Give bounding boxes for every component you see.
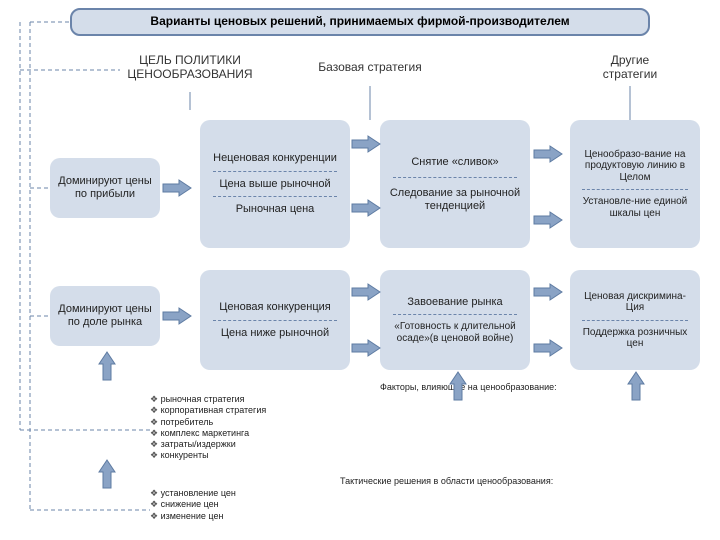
mid-block-1: Неценовая конкуренции Цена выше рыночной… xyxy=(200,120,350,248)
node-share: Доминируют цены по доле рынка xyxy=(50,286,160,346)
mid-nonprice: Неценовая конкуренции xyxy=(213,149,337,168)
title-bar: Варианты ценовых решений, принимаемых фи… xyxy=(70,8,650,36)
tactics-title: Тактические решения в области ценообразо… xyxy=(340,476,553,486)
r1-conquer: Завоевание рынка xyxy=(407,293,502,312)
node-share-text: Доминируют цены по доле рынка xyxy=(56,303,154,328)
node-profit: Доминируют цены по прибыли xyxy=(50,158,160,218)
header-goal-text: ЦЕЛЬ ПОЛИТИКИ ЦЕНООБРАЗОВАНИЯ xyxy=(126,54,254,82)
divider xyxy=(213,196,337,197)
factor-item: рыночная стратегия xyxy=(150,394,266,405)
r1-block-2: Завоевание рынка «Готовность к длительно… xyxy=(380,270,530,370)
mid-market: Рыночная цена xyxy=(236,200,315,219)
header-base: Базовая стратегия xyxy=(310,50,430,86)
divider xyxy=(213,171,337,172)
factors-list: рыночная стратегия корпоративная стратег… xyxy=(150,394,266,462)
tactic-item: снижение цен xyxy=(150,499,236,510)
r1-siege: «Готовность к длительной осаде»(в ценово… xyxy=(386,318,524,347)
title-text: Варианты ценовых решений, принимаемых фи… xyxy=(150,15,569,29)
divider xyxy=(213,320,337,321)
factor-item: затраты/издержки xyxy=(150,439,266,450)
factors-title: Факторы, влияющие на ценообразование: xyxy=(380,382,557,392)
r2-block-1: Ценообразо-вание на продуктовую линию в … xyxy=(570,120,700,248)
header-base-text: Базовая стратегия xyxy=(318,61,421,75)
divider xyxy=(582,320,688,321)
divider xyxy=(582,189,688,190)
factor-item: корпоративная стратегия xyxy=(150,405,266,416)
mid-pricecomp: Ценовая конкуренция xyxy=(219,298,330,317)
header-other-text: Другие стратегии xyxy=(586,54,674,82)
r2-block-2: Ценовая дискримина-Ция Поддержка розничн… xyxy=(570,270,700,370)
tactic-item: изменение цен xyxy=(150,511,236,522)
factor-item: конкуренты xyxy=(150,450,266,461)
r1-follow: Следование за рыночной тенденцией xyxy=(386,181,524,218)
r2-retail: Поддержка розничных цен xyxy=(576,324,694,353)
header-other: Другие стратегии xyxy=(580,50,680,86)
header-goal: ЦЕЛЬ ПОЛИТИКИ ЦЕНООБРАЗОВАНИЯ xyxy=(120,44,260,92)
mid-block-2: Ценовая конкуренция Цена ниже рыночной xyxy=(200,270,350,370)
divider xyxy=(393,314,517,315)
tactics-list: установление цен снижение цен изменение … xyxy=(150,488,236,522)
node-profit-text: Доминируют цены по прибыли xyxy=(56,175,154,200)
factor-item: комплекс маркетинга xyxy=(150,428,266,439)
factor-item: потребитель xyxy=(150,417,266,428)
r2-scale: Установле-ние единой шкалы цен xyxy=(576,193,694,222)
divider xyxy=(393,177,517,178)
r2-line: Ценообразо-вание на продуктовую линию в … xyxy=(576,146,694,187)
mid-below: Цена ниже рыночной xyxy=(221,324,329,343)
tactic-item: установление цен xyxy=(150,488,236,499)
r2-discr: Ценовая дискримина-Ция xyxy=(576,288,694,317)
r1-skim: Снятие «сливок» xyxy=(411,150,498,175)
mid-above: Цена выше рыночной xyxy=(219,175,330,194)
r1-block-1: Снятие «сливок» Следование за рыночной т… xyxy=(380,120,530,248)
